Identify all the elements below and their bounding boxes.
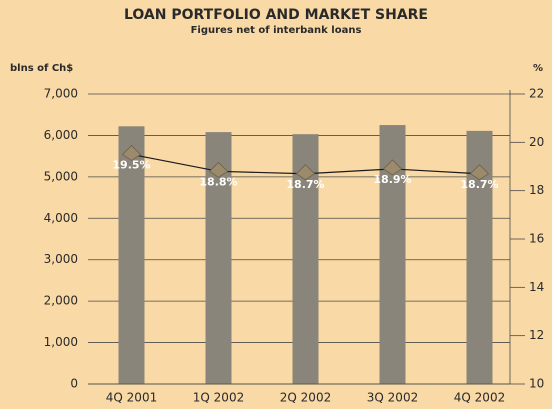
y2-tick-label: 14 — [529, 280, 544, 294]
y-tick-label: 0 — [70, 377, 78, 391]
y2-tick-label: 22 — [529, 87, 544, 101]
y2-tick-label: 20 — [529, 135, 544, 149]
y2-axis-label: % — [533, 63, 543, 74]
bar — [118, 126, 145, 385]
y-axis-label: blns of Ch$ — [10, 63, 73, 74]
marker — [208, 161, 229, 178]
chart-title: LOAN PORTFOLIO AND MARKET SHARE — [124, 7, 428, 23]
y2-tick-label: 16 — [529, 232, 544, 246]
y-tick-label: 4,000 — [44, 211, 78, 225]
y-tick-label: 3,000 — [44, 252, 78, 266]
data-label: 18.7% — [460, 178, 498, 191]
marker — [382, 159, 403, 176]
x-tick-label: 4Q 2001 — [106, 391, 157, 405]
x-tick-label: 2Q 2002 — [280, 391, 331, 405]
y-tick-label: 1,000 — [44, 335, 78, 349]
y2-tick-label: 10 — [529, 377, 544, 391]
data-label: 18.7% — [286, 178, 324, 191]
data-label: 18.9% — [373, 173, 411, 186]
marker — [121, 144, 142, 161]
data-label: 19.5% — [112, 158, 150, 171]
x-tick-label: 1Q 2002 — [193, 391, 244, 405]
marker — [469, 164, 490, 181]
y-tick-label: 6,000 — [44, 128, 78, 142]
y2-tick-label: 12 — [529, 328, 544, 342]
y-tick-label: 5,000 — [44, 169, 78, 183]
chart-subtitle: Figures net of interbank loans — [191, 25, 362, 36]
x-tick-label: 3Q 2002 — [367, 391, 418, 405]
data-label: 18.8% — [199, 175, 237, 188]
y-tick-label: 7,000 — [44, 87, 78, 101]
y-tick-label: 2,000 — [44, 294, 78, 308]
marker — [295, 164, 316, 181]
x-tick-label: 4Q 2002 — [454, 391, 505, 405]
y2-tick-label: 18 — [529, 183, 544, 197]
